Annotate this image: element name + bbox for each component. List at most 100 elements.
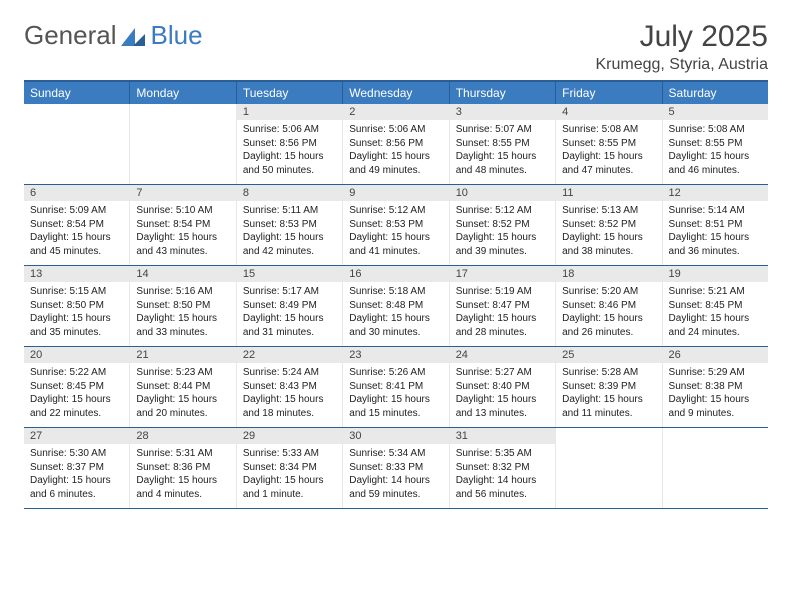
daylight-text: Daylight: 15 hours and 30 minutes.: [349, 312, 442, 339]
sunset-text: Sunset: 8:47 PM: [456, 299, 549, 313]
day-body: Sunrise: 5:06 AMSunset: 8:56 PMDaylight:…: [343, 120, 448, 183]
daylight-text: Daylight: 15 hours and 43 minutes.: [136, 231, 229, 258]
daylight-text: Daylight: 14 hours and 56 minutes.: [456, 474, 549, 501]
day-cell: 1Sunrise: 5:06 AMSunset: 8:56 PMDaylight…: [237, 104, 343, 184]
day-cell: 28Sunrise: 5:31 AMSunset: 8:36 PMDayligh…: [130, 428, 236, 508]
daylight-text: Daylight: 15 hours and 39 minutes.: [456, 231, 549, 258]
day-number: 26: [663, 347, 768, 363]
day-cell: 14Sunrise: 5:16 AMSunset: 8:50 PMDayligh…: [130, 266, 236, 346]
day-number: 10: [450, 185, 555, 201]
day-number: [663, 428, 768, 432]
day-cell: 21Sunrise: 5:23 AMSunset: 8:44 PMDayligh…: [130, 347, 236, 427]
day-body: Sunrise: 5:13 AMSunset: 8:52 PMDaylight:…: [556, 201, 661, 264]
day-cell: 10Sunrise: 5:12 AMSunset: 8:52 PMDayligh…: [450, 185, 556, 265]
daylight-text: Daylight: 15 hours and 38 minutes.: [562, 231, 655, 258]
daylight-text: Daylight: 15 hours and 28 minutes.: [456, 312, 549, 339]
day-cell: 8Sunrise: 5:11 AMSunset: 8:53 PMDaylight…: [237, 185, 343, 265]
week-row: 13Sunrise: 5:15 AMSunset: 8:50 PMDayligh…: [24, 266, 768, 347]
day-cell: 7Sunrise: 5:10 AMSunset: 8:54 PMDaylight…: [130, 185, 236, 265]
sunrise-text: Sunrise: 5:13 AM: [562, 204, 655, 218]
day-cell: 18Sunrise: 5:20 AMSunset: 8:46 PMDayligh…: [556, 266, 662, 346]
day-body: Sunrise: 5:11 AMSunset: 8:53 PMDaylight:…: [237, 201, 342, 264]
day-cell: 25Sunrise: 5:28 AMSunset: 8:39 PMDayligh…: [556, 347, 662, 427]
day-cell: 17Sunrise: 5:19 AMSunset: 8:47 PMDayligh…: [450, 266, 556, 346]
day-cell: 29Sunrise: 5:33 AMSunset: 8:34 PMDayligh…: [237, 428, 343, 508]
sunset-text: Sunset: 8:36 PM: [136, 461, 229, 475]
sunrise-text: Sunrise: 5:09 AM: [30, 204, 123, 218]
day-number: 8: [237, 185, 342, 201]
day-body: Sunrise: 5:17 AMSunset: 8:49 PMDaylight:…: [237, 282, 342, 345]
daylight-text: Daylight: 15 hours and 33 minutes.: [136, 312, 229, 339]
sunset-text: Sunset: 8:32 PM: [456, 461, 549, 475]
day-number: [556, 428, 661, 432]
day-number: 7: [130, 185, 235, 201]
day-header-sunday: Sunday: [24, 82, 130, 104]
sunrise-text: Sunrise: 5:17 AM: [243, 285, 336, 299]
sunrise-text: Sunrise: 5:08 AM: [562, 123, 655, 137]
sunset-text: Sunset: 8:37 PM: [30, 461, 123, 475]
day-cell: [130, 104, 236, 184]
day-number: 29: [237, 428, 342, 444]
day-cell: 15Sunrise: 5:17 AMSunset: 8:49 PMDayligh…: [237, 266, 343, 346]
daylight-text: Daylight: 15 hours and 9 minutes.: [669, 393, 762, 420]
sunset-text: Sunset: 8:50 PM: [30, 299, 123, 313]
sunrise-text: Sunrise: 5:10 AM: [136, 204, 229, 218]
day-number: 23: [343, 347, 448, 363]
sunrise-text: Sunrise: 5:27 AM: [456, 366, 549, 380]
daylight-text: Daylight: 15 hours and 26 minutes.: [562, 312, 655, 339]
daylight-text: Daylight: 15 hours and 22 minutes.: [30, 393, 123, 420]
day-number: 13: [24, 266, 129, 282]
sunrise-text: Sunrise: 5:30 AM: [30, 447, 123, 461]
day-body: Sunrise: 5:28 AMSunset: 8:39 PMDaylight:…: [556, 363, 661, 426]
day-body: Sunrise: 5:08 AMSunset: 8:55 PMDaylight:…: [556, 120, 661, 183]
sunrise-text: Sunrise: 5:15 AM: [30, 285, 123, 299]
day-number: 17: [450, 266, 555, 282]
sunset-text: Sunset: 8:39 PM: [562, 380, 655, 394]
sunset-text: Sunset: 8:53 PM: [349, 218, 442, 232]
day-cell: 22Sunrise: 5:24 AMSunset: 8:43 PMDayligh…: [237, 347, 343, 427]
sunrise-text: Sunrise: 5:06 AM: [243, 123, 336, 137]
day-cell: 16Sunrise: 5:18 AMSunset: 8:48 PMDayligh…: [343, 266, 449, 346]
sunrise-text: Sunrise: 5:12 AM: [349, 204, 442, 218]
daylight-text: Daylight: 15 hours and 49 minutes.: [349, 150, 442, 177]
day-body: Sunrise: 5:12 AMSunset: 8:53 PMDaylight:…: [343, 201, 448, 264]
sunrise-text: Sunrise: 5:06 AM: [349, 123, 442, 137]
day-body: Sunrise: 5:08 AMSunset: 8:55 PMDaylight:…: [663, 120, 768, 183]
sunset-text: Sunset: 8:56 PM: [243, 137, 336, 151]
sunset-text: Sunset: 8:50 PM: [136, 299, 229, 313]
sunrise-text: Sunrise: 5:11 AM: [243, 204, 336, 218]
sunset-text: Sunset: 8:51 PM: [669, 218, 762, 232]
day-cell: 4Sunrise: 5:08 AMSunset: 8:55 PMDaylight…: [556, 104, 662, 184]
day-body: Sunrise: 5:20 AMSunset: 8:46 PMDaylight:…: [556, 282, 661, 345]
day-number: 5: [663, 104, 768, 120]
day-header-wednesday: Wednesday: [343, 82, 449, 104]
sunrise-text: Sunrise: 5:31 AM: [136, 447, 229, 461]
day-body: Sunrise: 5:26 AMSunset: 8:41 PMDaylight:…: [343, 363, 448, 426]
logo-text-2: Blue: [151, 20, 203, 51]
sunrise-text: Sunrise: 5:18 AM: [349, 285, 442, 299]
daylight-text: Daylight: 15 hours and 6 minutes.: [30, 474, 123, 501]
sunset-text: Sunset: 8:45 PM: [669, 299, 762, 313]
day-cell: 26Sunrise: 5:29 AMSunset: 8:38 PMDayligh…: [663, 347, 768, 427]
title-block: July 2025 Krumegg, Styria, Austria: [595, 20, 768, 74]
day-number: 15: [237, 266, 342, 282]
day-body: Sunrise: 5:24 AMSunset: 8:43 PMDaylight:…: [237, 363, 342, 426]
day-number: 25: [556, 347, 661, 363]
day-body: Sunrise: 5:18 AMSunset: 8:48 PMDaylight:…: [343, 282, 448, 345]
day-number: 31: [450, 428, 555, 444]
sunset-text: Sunset: 8:44 PM: [136, 380, 229, 394]
week-row: 27Sunrise: 5:30 AMSunset: 8:37 PMDayligh…: [24, 428, 768, 509]
sunset-text: Sunset: 8:33 PM: [349, 461, 442, 475]
day-cell: 9Sunrise: 5:12 AMSunset: 8:53 PMDaylight…: [343, 185, 449, 265]
daylight-text: Daylight: 15 hours and 4 minutes.: [136, 474, 229, 501]
sunrise-text: Sunrise: 5:29 AM: [669, 366, 762, 380]
daylight-text: Daylight: 15 hours and 11 minutes.: [562, 393, 655, 420]
calendar: SundayMondayTuesdayWednesdayThursdayFrid…: [24, 80, 768, 509]
day-body: Sunrise: 5:14 AMSunset: 8:51 PMDaylight:…: [663, 201, 768, 264]
day-number: 6: [24, 185, 129, 201]
day-number: 12: [663, 185, 768, 201]
day-body: Sunrise: 5:31 AMSunset: 8:36 PMDaylight:…: [130, 444, 235, 507]
sunset-text: Sunset: 8:46 PM: [562, 299, 655, 313]
sunrise-text: Sunrise: 5:34 AM: [349, 447, 442, 461]
sunrise-text: Sunrise: 5:24 AM: [243, 366, 336, 380]
